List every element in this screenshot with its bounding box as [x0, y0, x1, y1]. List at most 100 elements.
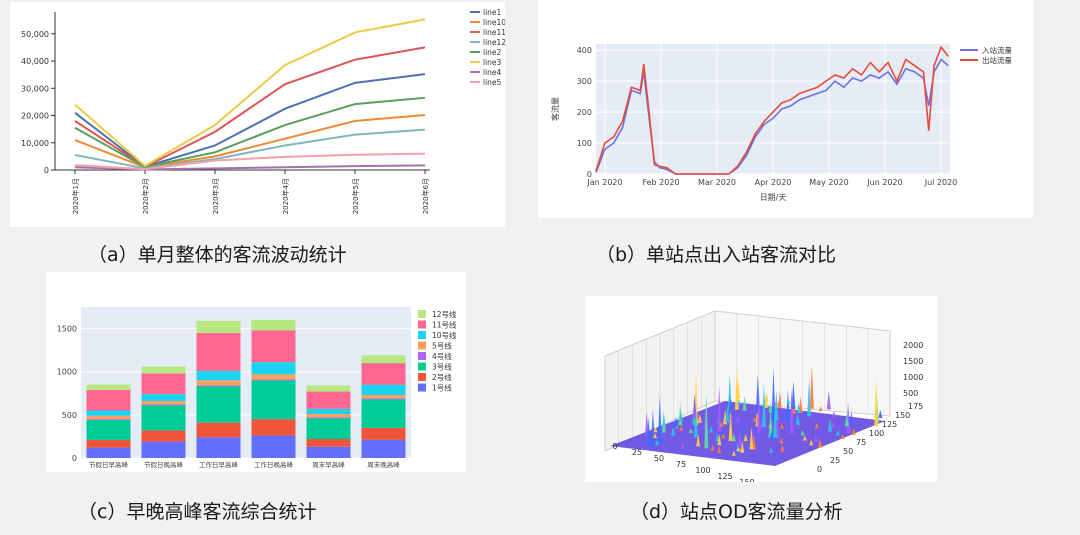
series-line-line1: [74, 73, 426, 168]
x-tick-label: May 2020: [809, 178, 848, 187]
surface-spike: [761, 382, 766, 428]
surface-spike: [771, 399, 776, 406]
bar-segment: [251, 319, 296, 331]
bar-segment: [361, 363, 406, 385]
x-tick-label: 2020年2月: [141, 178, 150, 214]
y-tick-label: 75: [856, 438, 866, 447]
surface-spike: [661, 420, 666, 433]
bar-segment: [361, 384, 406, 396]
surface-spike: [655, 439, 660, 445]
y-tick-label: 200: [577, 108, 592, 117]
bar-segment: [196, 422, 241, 438]
surface-spike: [688, 428, 693, 434]
x-tick-label: Mar 2020: [698, 178, 736, 187]
bar-segment: [251, 419, 296, 436]
legend-label: line11: [483, 28, 505, 37]
surface-spike: [785, 389, 790, 422]
x-tick-label: Feb 2020: [642, 178, 679, 187]
series-line-line3: [74, 18, 426, 168]
series-line-line12: [74, 128, 426, 170]
surface-spike: [840, 434, 845, 440]
surface-spike: [737, 426, 742, 449]
bar-segment: [86, 415, 131, 420]
bar-segment: [306, 391, 351, 409]
surface-spike: [756, 390, 761, 434]
panel-b: 0 100 200 300 400 Jan 2020 Feb 2020 Mar 2020 Apr…: [538, 0, 1033, 218]
surface-spike: [849, 410, 854, 427]
surface-spike: [742, 395, 747, 411]
bar-segment: [361, 427, 406, 440]
bar-segment: [196, 380, 241, 386]
bar-segment: [361, 395, 406, 399]
legend-swatch: [418, 320, 426, 329]
legend-label: 入站流量: [982, 45, 1012, 55]
series-line-line5: [74, 152, 426, 171]
surface-spike: [717, 385, 722, 432]
bar-segment: [306, 439, 351, 447]
surface-spike: [673, 416, 678, 428]
surface-spike: [657, 393, 662, 445]
x-tick-label: 50: [654, 454, 664, 463]
legend-label: 11号线: [432, 320, 457, 330]
surface-spike: [728, 409, 733, 441]
surface-spike: [817, 437, 822, 448]
z-tick-label: 2000: [903, 341, 923, 350]
surface-spike: [786, 398, 791, 404]
surface-spike: [796, 403, 801, 414]
y-tick-label: 0: [72, 454, 77, 463]
y-tick-label: 500: [62, 411, 77, 420]
x-tick-label: 2020年1月: [71, 178, 80, 214]
surface-spike: [680, 443, 685, 449]
bar-segment: [86, 384, 131, 390]
surface-spike: [780, 423, 785, 429]
surface-spike: [671, 420, 676, 429]
legend-label: line3: [483, 58, 502, 67]
surface-spike: [795, 413, 800, 425]
bar-segment: [361, 355, 406, 364]
bar-segment: [196, 320, 241, 333]
bar-segment: [141, 441, 186, 458]
surface-spike: [717, 434, 722, 446]
bar-segment: [251, 330, 296, 363]
bar-segment: [196, 437, 241, 458]
x-tick-label: 周末晚高峰: [367, 460, 400, 469]
surface-spike: [769, 432, 774, 439]
surface-spike: [878, 410, 883, 419]
legend-label: 1号线: [432, 383, 452, 393]
surface-spike: [874, 377, 879, 427]
surface-spike: [728, 396, 733, 414]
bar-segment: [306, 418, 351, 440]
bar-segment: [86, 389, 131, 411]
plot-area: [81, 307, 411, 458]
x-tick-label: Jun 2020: [866, 178, 902, 187]
surface-spike: [773, 400, 778, 438]
bar-segment: [141, 405, 186, 431]
surface-spike: [826, 390, 831, 410]
x-tick-label: 2020年6月: [421, 178, 430, 214]
surface-spike: [768, 407, 773, 437]
chart-line-station: 0 100 200 300 400 Jan 2020 Feb 2020 Mar 2020 Apr…: [550, 44, 1012, 202]
caption-c: （c）早晚高峰客流综合统计: [78, 501, 317, 523]
surface-spike: [777, 391, 782, 409]
bar-segment: [361, 399, 406, 428]
bar-segment: [251, 374, 296, 380]
legend-swatch: [418, 362, 426, 371]
surface-spike: [710, 444, 715, 451]
surface-spike: [735, 417, 740, 423]
bar-segment: [306, 408, 351, 414]
y-tick-label: 50,000: [21, 30, 49, 39]
bar-segment: [361, 398, 406, 400]
bar-segment: [306, 417, 351, 419]
surface-spike: [731, 432, 736, 442]
y-tick-label: 10,000: [21, 139, 49, 148]
y-tick-label: 100: [577, 139, 592, 148]
z-tick-label: 1000: [903, 373, 923, 382]
legend-label: 4号线: [432, 351, 452, 361]
y-tick-label: 40,000: [21, 57, 49, 66]
surface-spike: [809, 439, 814, 446]
legend-label: line1: [483, 8, 502, 17]
surface-spike: [809, 365, 814, 409]
surface-spike: [802, 435, 807, 441]
x-tick-label: 2020年5月: [351, 178, 360, 214]
surface-spike: [768, 402, 773, 413]
